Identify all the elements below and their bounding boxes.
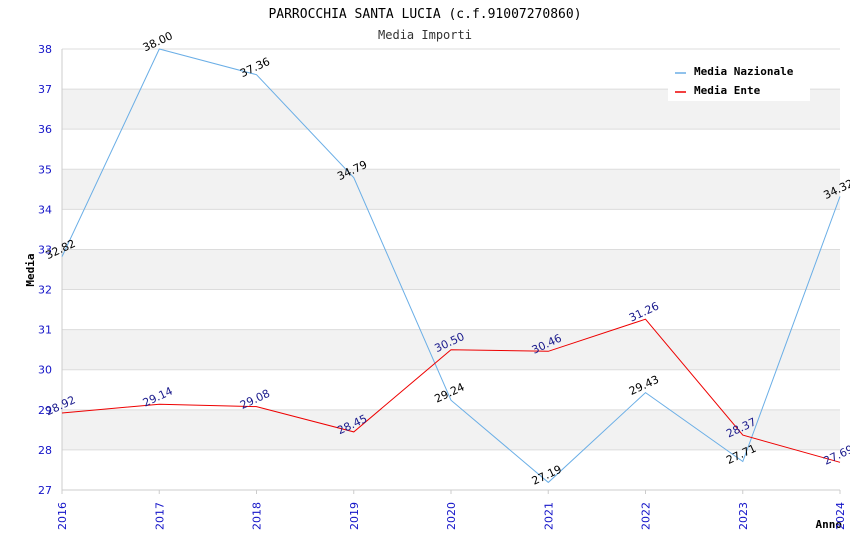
data-label: 37.36 [238, 55, 272, 80]
y-tick-label: 30 [38, 364, 52, 377]
y-tick-label: 27 [38, 484, 52, 497]
legend-label-media-nazionale: Media Nazionale [694, 65, 794, 78]
y-axis-label: Media [24, 253, 37, 286]
x-tick-label: 2024 [834, 502, 847, 530]
y-tick-label: 34 [38, 203, 52, 216]
y-tick-label: 37 [38, 83, 52, 96]
series-line-media-ente [61, 318, 841, 463]
data-label: 31.26 [627, 299, 661, 324]
x-tick-label: 2023 [737, 502, 750, 530]
legend-box [668, 58, 810, 101]
y-tick-label: 33 [38, 243, 52, 256]
y-tick-label: 36 [38, 123, 52, 136]
data-label: 29.24 [432, 380, 466, 405]
x-tick-label: 2016 [56, 502, 69, 530]
y-tick-label: 31 [38, 324, 52, 337]
y-tick-label: 35 [38, 163, 52, 176]
x-tick-label: 2021 [542, 502, 555, 530]
data-label: 38.00 [141, 29, 175, 54]
y-tick-label: 32 [38, 284, 52, 297]
series-line-media-nazionale [61, 48, 841, 484]
x-tick-label: 2022 [640, 502, 653, 530]
data-label: 29.14 [141, 384, 175, 409]
y-tick-label: 38 [38, 43, 52, 56]
x-tick-label: 2019 [348, 502, 361, 530]
legend-label-media-ente: Media Ente [694, 84, 761, 97]
x-tick-labels: 2016 2017 2018 2019 2020 2021 2022 2023 2024 [56, 490, 847, 530]
chart-subtitle: Media Importi [378, 28, 472, 42]
x-tick-label: 2020 [445, 502, 458, 530]
grid-band [62, 249, 840, 290]
chart-title: PARROCCHIA SANTA LUCIA (c.f.91007270860) [268, 7, 581, 22]
y-tick-labels: 27 28 29 30 31 32 33 34 35 36 37 38 [38, 43, 52, 497]
data-label: 27.19 [530, 463, 564, 488]
x-axis-label: Anno [816, 518, 843, 531]
grid-band [62, 409, 840, 450]
series-group [61, 48, 841, 484]
grid-band [62, 169, 840, 210]
legend: Media Nazionale Media Ente [668, 58, 810, 101]
y-tick-label: 28 [38, 444, 52, 457]
y-tick-label: 29 [38, 404, 52, 417]
x-tick-label: 2018 [251, 502, 264, 530]
grid-lines [62, 48, 840, 491]
x-tick-label: 2017 [153, 502, 166, 530]
data-label: 29.08 [238, 387, 272, 412]
